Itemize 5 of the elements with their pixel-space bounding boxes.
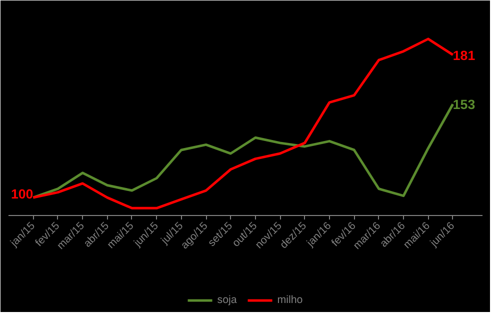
legend-label: milho	[277, 294, 303, 306]
legend-label: soja	[217, 294, 238, 306]
data-label: 181	[452, 48, 476, 63]
data-label: 100	[10, 186, 34, 202]
data-label: 153	[452, 97, 476, 112]
